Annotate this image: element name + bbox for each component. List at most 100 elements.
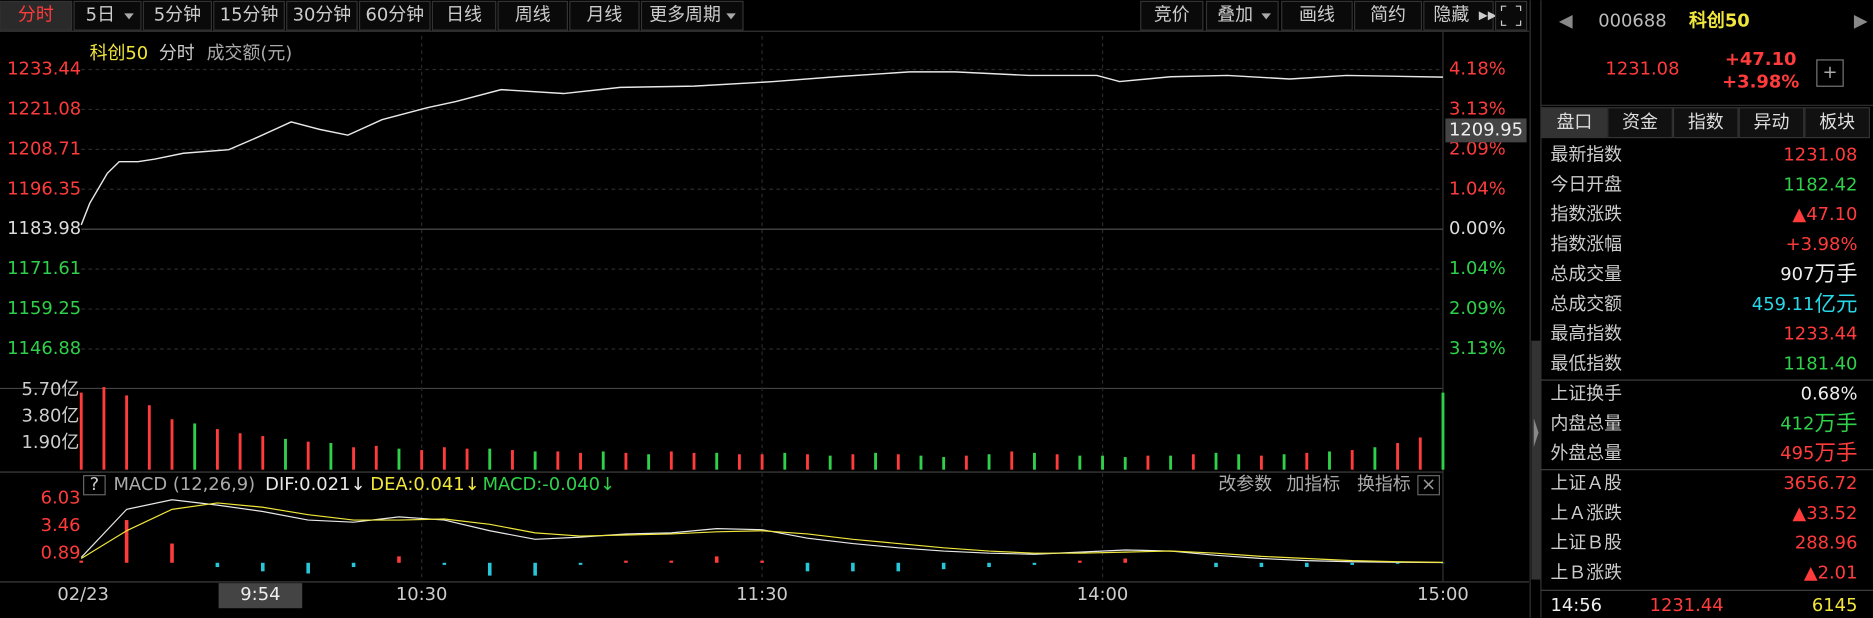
volume-bar [783,452,787,470]
row-number: 0.68% [1801,383,1858,404]
volume-bar [828,455,832,470]
period-button[interactable] [431,0,497,31]
row-number: 459.11 [1752,294,1815,315]
macd-bar [124,520,129,563]
tool-button[interactable] [1140,0,1204,31]
volume-bar [374,445,378,470]
row-unit: 亿元 [1814,292,1857,317]
row-label: 上证Ｂ股 [1550,533,1622,554]
period-button[interactable] [569,0,640,31]
row-number: ▲47.10 [1792,204,1857,225]
scrollbar[interactable] [1531,340,1541,580]
close-icon: × [1421,474,1436,495]
last-price: 1231.08 [1605,58,1679,79]
volume-bar [942,457,946,470]
period-button[interactable] [640,0,744,31]
x-tick-label: 11:30 [736,584,788,605]
period-button[interactable] [358,0,431,31]
period-button[interactable] [142,0,213,31]
row-label: 指数涨跌 [1550,204,1622,225]
row-number: ▲2.01 [1804,563,1858,584]
macd-bar [215,562,220,568]
add-button[interactable] [1816,59,1844,87]
tool-label: 竞价 [1154,5,1190,26]
row-value: 3656.72 [1783,473,1857,494]
cursor-time-box [218,583,303,609]
panel-tab[interactable] [1541,107,1608,139]
cursor-price-box [1445,118,1527,143]
volume-bar [737,454,741,470]
price-line [80,71,1443,226]
y-tick-label: 1146.88 [7,338,81,359]
row-number: 1233.44 [1783,324,1857,345]
volume-bar [465,448,469,470]
volume-bar [1010,451,1014,470]
volume-bar [79,392,83,470]
price-change: +47.10 [1725,49,1797,70]
next-arrow[interactable]: ▶ [1854,11,1868,32]
row-value: 1182.42 [1783,174,1857,195]
panel-tab-label: 指数 [1688,112,1724,133]
close-button[interactable] [1417,475,1440,496]
cursor-price: 1209.95 [1449,119,1523,140]
row-value: ▲47.10 [1792,204,1857,225]
period-button[interactable] [286,0,358,31]
add-icon: + [1822,62,1837,83]
x-tick-label: 02/23 [57,584,109,605]
period-button[interactable] [497,0,568,31]
y-tick-label: 1183.98 [7,218,81,239]
y2-tick-label: 4.18% [1449,58,1506,79]
volume-bar [1123,457,1127,470]
tool-button[interactable] [1423,0,1494,31]
volume-bar [1237,454,1241,470]
macd-bar [397,556,401,563]
period-label: 30分钟 [293,5,352,26]
macd-bar [1305,562,1309,568]
help-button[interactable] [83,475,106,496]
fullscreen-button[interactable] [1494,0,1528,31]
indicator-button[interactable]: 改参数 [1218,474,1272,495]
volume-bar [397,448,401,470]
row-value: +3.98% [1786,234,1858,255]
volume-bar [1350,450,1354,470]
period-label: 周线 [515,5,551,26]
chart-mode: 分时 [159,43,195,64]
macd-bar [442,562,447,565]
row-number: 907 [1780,264,1814,285]
macd-bar [896,562,901,572]
volume-bar [1169,455,1173,470]
stock-name: 科创50 [1689,10,1750,32]
volume-bar [579,452,582,470]
macd-bar [669,560,674,563]
collapse-arrow [1533,418,1539,447]
volume-bar [1101,455,1104,470]
period-button[interactable] [0,0,73,31]
y2-tick-label: 1.04% [1449,258,1506,279]
row-unit: 万手 [1814,411,1857,436]
volume-bar [1033,452,1036,470]
indicator-button[interactable]: 换指标 [1357,474,1411,495]
row-value: ▲2.01 [1804,563,1858,584]
volume-bar [261,436,265,470]
tick-time: 14:56 [1550,595,1602,616]
volume-bar [760,454,764,470]
volume-bar [1418,437,1422,470]
panel-tab[interactable] [1607,107,1673,139]
panel-tab[interactable] [1804,107,1871,139]
volume-bar [1328,451,1331,470]
volume-bar [669,451,673,470]
tool-button[interactable] [1353,0,1423,31]
indicator-button[interactable]: 加指标 [1286,474,1340,495]
prev-arrow[interactable]: ◀ [1559,11,1573,32]
panel-tab[interactable] [1738,107,1805,139]
tool-button[interactable] [1281,0,1353,31]
volume-bar [442,447,446,470]
volume-bar [556,451,560,470]
volume-bar [170,419,174,470]
panel-tab[interactable] [1672,107,1739,139]
period-button[interactable] [213,0,285,31]
row-value: 288.96 [1795,533,1858,554]
row-label: 上Ａ涨跌 [1550,503,1622,524]
chart-name: 科创50 [90,43,149,64]
row-number: +3.98% [1786,234,1858,255]
